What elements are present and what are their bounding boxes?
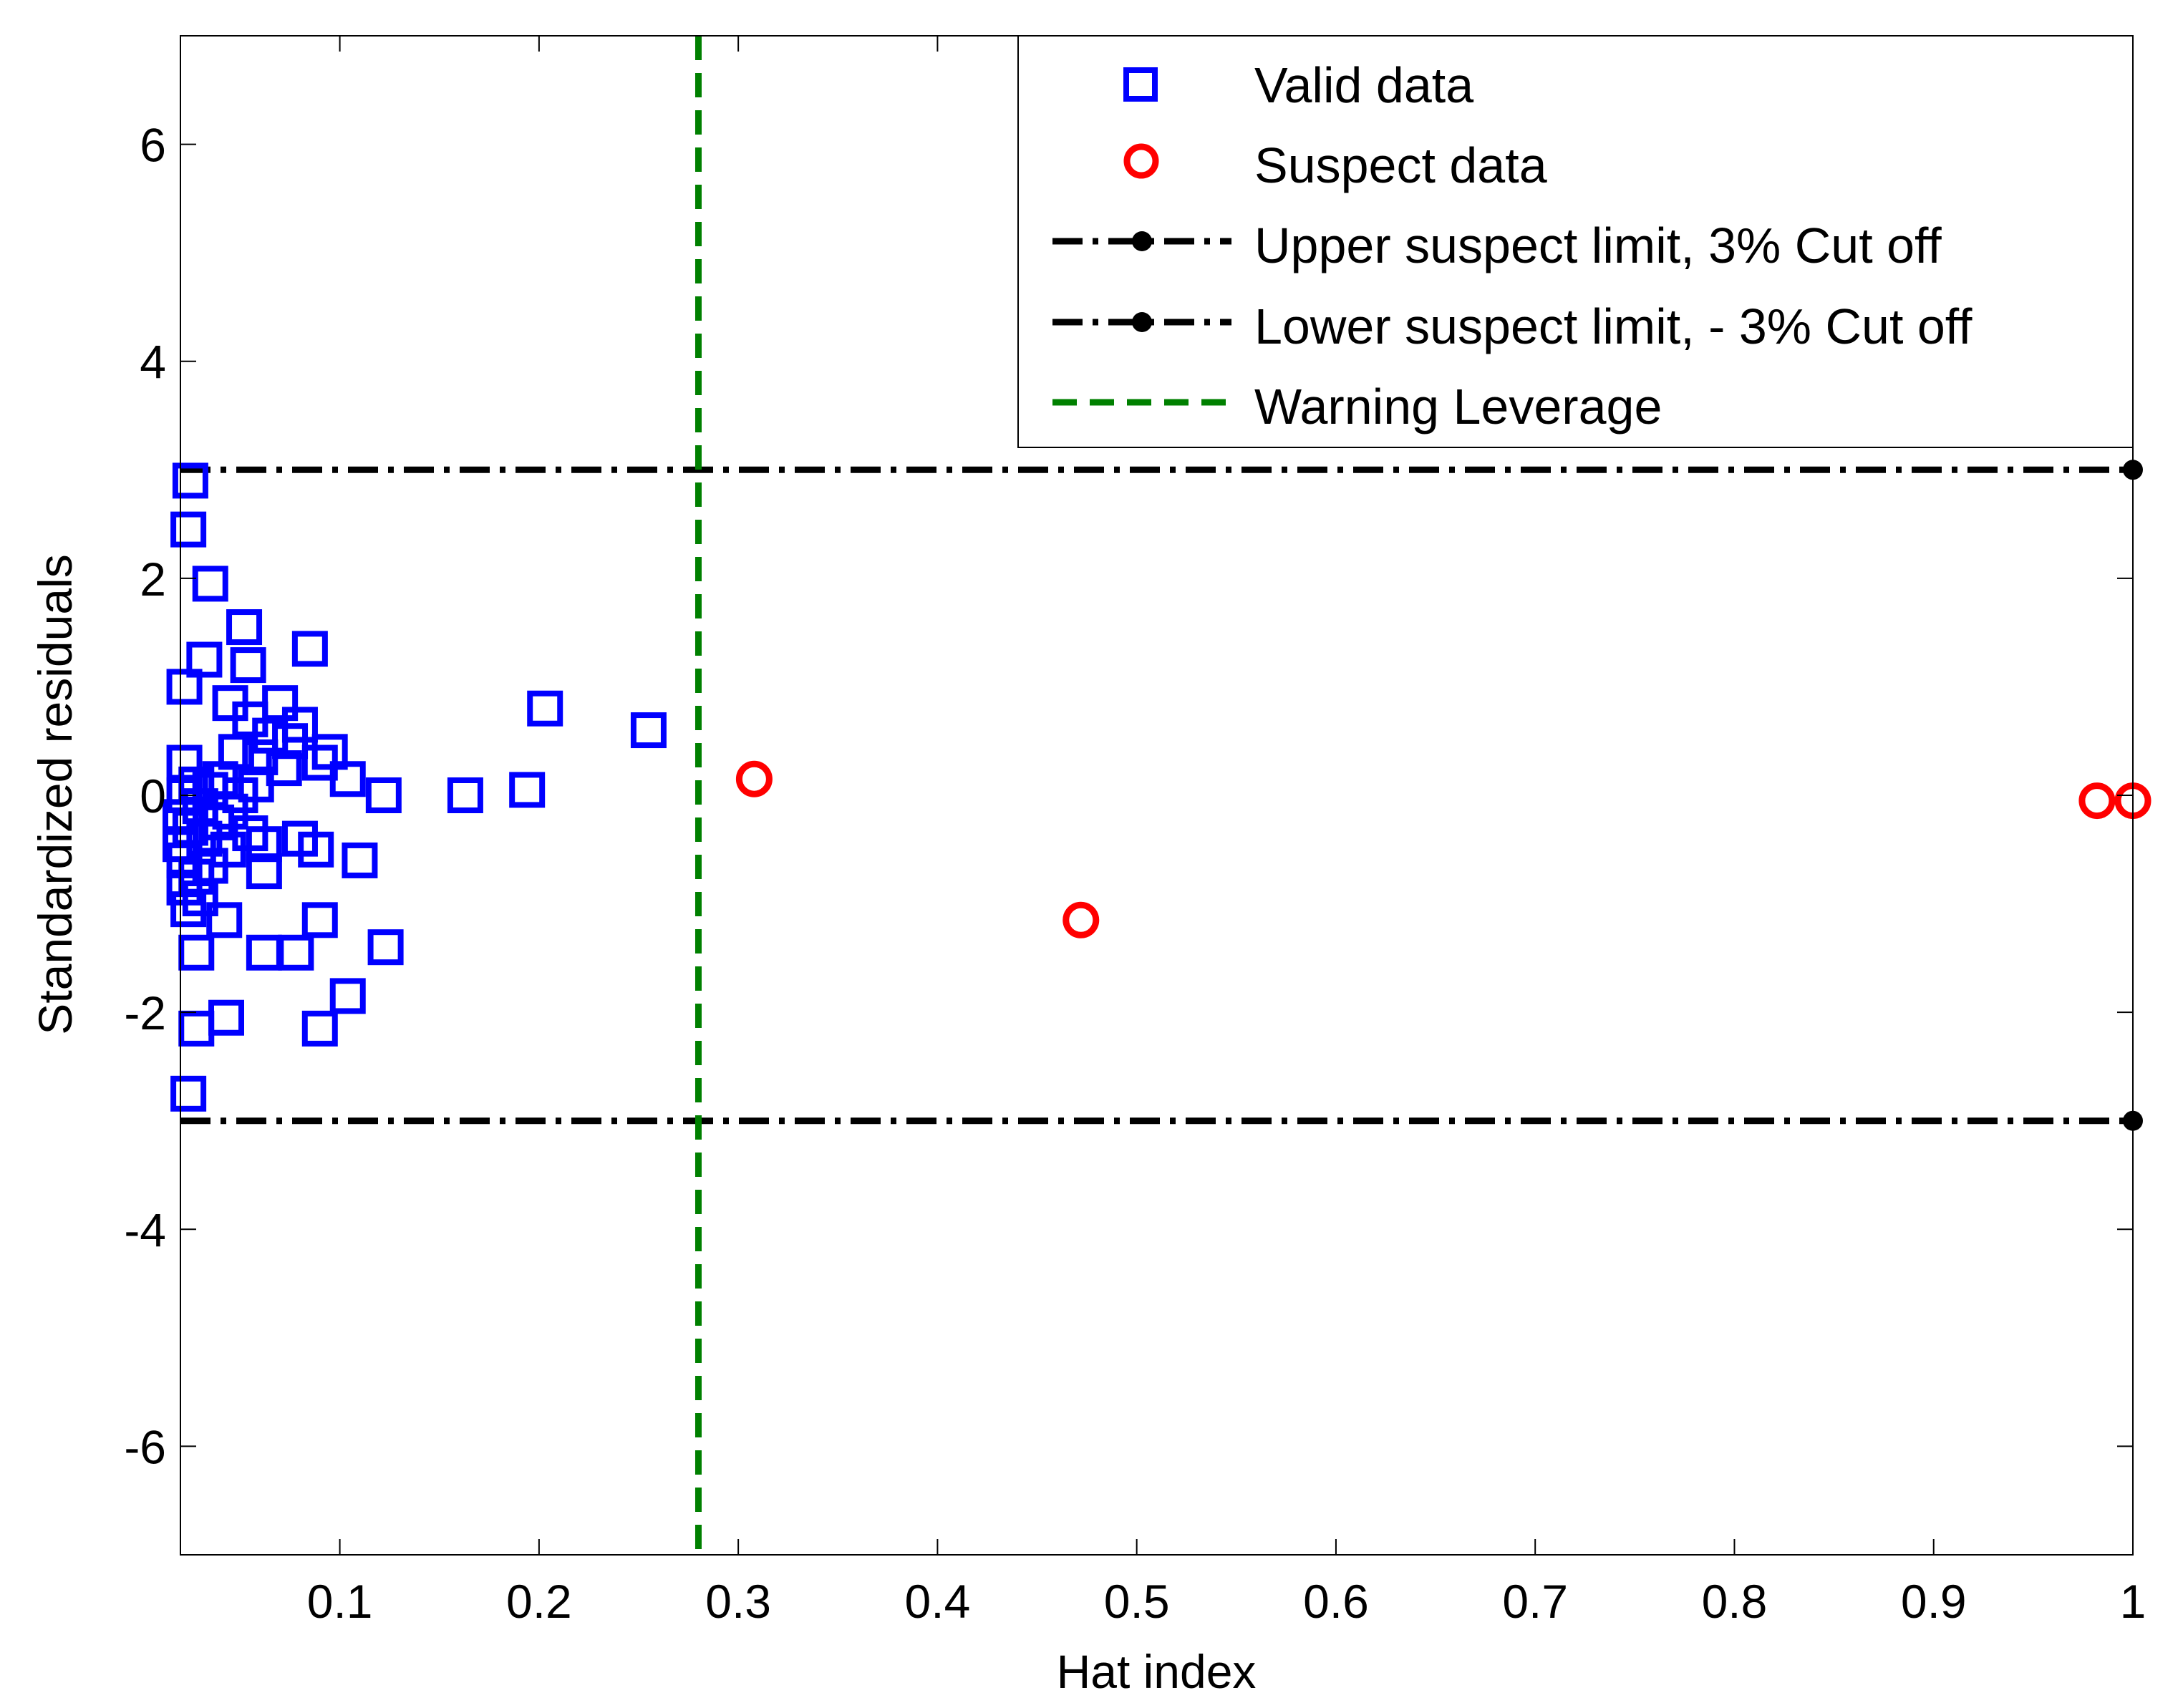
valid-data-point [509, 772, 546, 808]
legend-box [1017, 35, 2134, 448]
x-tick-label: 0.9 [1901, 1575, 1967, 1628]
x-tick-label: 0.5 [1104, 1575, 1170, 1628]
suspect-data-point [2078, 782, 2116, 820]
x-tick-label: 0.2 [506, 1575, 572, 1628]
valid-data-point [278, 934, 314, 971]
y-tick-label: 0 [140, 770, 166, 823]
valid-data-point [246, 853, 282, 890]
valid-data-point [301, 1010, 338, 1047]
valid-data-point [367, 929, 404, 966]
valid-data-point [301, 902, 338, 938]
valid-data-point [230, 647, 266, 684]
x-tick-label: 0.6 [1303, 1575, 1369, 1628]
legend-label-warning: Warning Leverage [1254, 379, 1662, 435]
x-tick-label: 0.1 [307, 1575, 373, 1628]
legend: Valid data Suspect data Upper suspect li… [1017, 35, 2134, 448]
x-tick-label: 0.7 [1502, 1575, 1568, 1628]
legend-label-suspect: Suspect data [1254, 137, 1547, 193]
valid-data-point [170, 891, 207, 928]
valid-data-point [166, 669, 203, 705]
y-tick-label: -2 [124, 986, 166, 1039]
valid-data-point [630, 712, 667, 749]
valid-data-point [342, 842, 378, 878]
valid-data-point [329, 761, 366, 797]
valid-data-point [172, 462, 208, 499]
valid-data-point [170, 511, 207, 548]
y-tick-label: -4 [124, 1203, 166, 1256]
valid-data-point [447, 777, 483, 813]
y-tick-label: 6 [140, 119, 166, 172]
valid-data-point [365, 777, 402, 813]
suspect-data-point [735, 760, 773, 797]
legend-dot-upper [1132, 231, 1152, 251]
valid-data-point [291, 631, 328, 667]
x-tick-label: 0.4 [905, 1575, 971, 1628]
x-tick-label: 0.8 [1702, 1575, 1768, 1628]
valid-data-point [192, 566, 228, 602]
legend-label-valid: Valid data [1254, 57, 1473, 113]
legend-label-upper: Upper suspect limit, 3% Cut off [1254, 218, 1942, 273]
legend-label-lower: Lower suspect limit, - 3% Cut off [1254, 299, 1973, 354]
valid-data-point [186, 641, 223, 678]
valid-data-point [298, 831, 334, 868]
legend-marker-suspect [1123, 143, 1159, 179]
y-tick-label: -6 [124, 1420, 166, 1473]
valid-data-point [226, 609, 263, 646]
valid-data-point [246, 826, 282, 863]
axis-ticks: 0.1 0.2 0.3 0.4 0.5 0.6 0.7 0.8 0.9 1 -6 -4 -2 0 2 4 6 [124, 36, 2146, 1628]
suspect-data-point [1063, 901, 1100, 938]
valid-data-point [242, 739, 279, 775]
x-tick-label: 1 [2120, 1575, 2146, 1628]
y-axis-label: Standardized residuals [29, 554, 82, 1034]
y-tick-label: 2 [140, 553, 166, 606]
valid-data-point [311, 734, 348, 770]
legend-dot-lower [1132, 312, 1152, 332]
valid-data-point [206, 902, 243, 938]
x-tick-label: 0.3 [705, 1575, 771, 1628]
valid-data-point [178, 1010, 215, 1047]
valid-data-point [182, 880, 218, 916]
valid-data-point [186, 820, 223, 857]
plot-area [163, 36, 2151, 1555]
valid-data-point [527, 690, 563, 727]
valid-data-point [170, 1075, 207, 1112]
valid-data-point [178, 934, 215, 971]
x-axis-label: Hat index [1057, 1645, 1257, 1698]
legend-marker-valid [1123, 67, 1158, 102]
valid-data-point [329, 978, 366, 1014]
y-tick-label: 4 [140, 336, 166, 389]
